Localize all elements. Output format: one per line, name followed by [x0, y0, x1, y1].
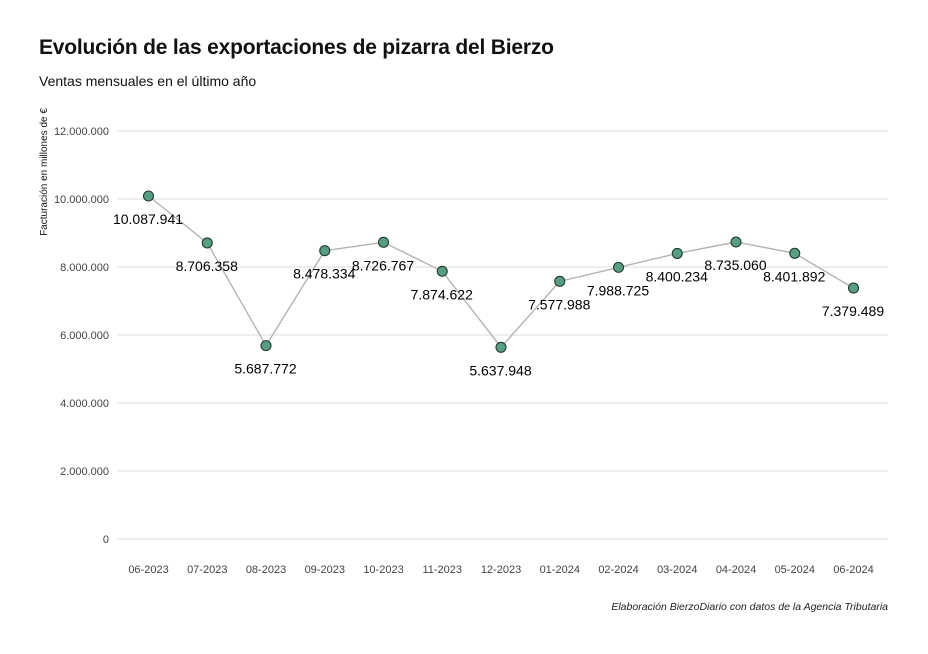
data-point	[260, 340, 272, 352]
data-point	[436, 265, 448, 277]
chart-subtitle: Ventas mensuales en el último año	[39, 73, 257, 89]
data-label: 8.706.358	[176, 258, 238, 274]
x-tick-label: 12-2023	[481, 564, 521, 576]
data-label: 5.687.772	[234, 361, 296, 377]
y-tick-label: 12.000.000	[54, 126, 109, 138]
data-point	[554, 275, 566, 287]
data-point	[319, 245, 331, 257]
data-point	[847, 282, 860, 294]
chart-title: Evolución de las exportaciones de pizarr…	[39, 36, 554, 59]
data-label: 5.637.948	[469, 362, 531, 378]
data-point	[671, 247, 683, 259]
data-label: 10.087.941	[113, 211, 183, 227]
y-axis-label: Facturación en millones de €	[39, 108, 50, 236]
x-tick-label: 09-2023	[305, 564, 345, 576]
data-point	[789, 247, 801, 259]
data-label: 8.401.892	[763, 268, 825, 284]
data-label: 7.577.988	[528, 296, 590, 312]
x-tick-label: 06-2023	[128, 564, 168, 576]
data-point	[201, 237, 213, 249]
x-tick-label: 06-2024	[833, 564, 873, 576]
x-tick-label: 11-2023	[422, 564, 462, 576]
data-label: 7.988.725	[587, 282, 649, 298]
y-tick-label: 10.000.000	[54, 194, 109, 206]
chart-caption: Elaboración BierzoDiario con datos de la…	[611, 601, 888, 613]
data-point	[377, 236, 390, 248]
data-label: 8.400.234	[646, 268, 708, 284]
y-tick-label: 2.000.000	[60, 466, 109, 478]
data-point	[730, 236, 742, 248]
y-tick-label: 8.000.000	[60, 262, 109, 274]
x-tick-label: 04-2024	[716, 564, 756, 576]
x-tick-label: 01-2024	[540, 564, 580, 576]
x-tick-label: 07-2023	[187, 564, 227, 576]
data-label: 7.379.489	[822, 303, 884, 319]
data-point	[495, 341, 507, 353]
y-tick-label: 0	[103, 534, 109, 546]
y-tick-label: 4.000.000	[60, 398, 109, 410]
data-label: 8.726.767	[352, 257, 414, 273]
data-point	[142, 190, 155, 202]
y-tick-label: 6.000.000	[60, 330, 109, 342]
data-label: 8.735.060	[704, 257, 766, 273]
x-tick-label: 03-2024	[657, 564, 697, 576]
x-tick-label: 05-2024	[775, 564, 815, 576]
data-label: 7.874.622	[411, 286, 473, 302]
x-tick-label: 10-2023	[363, 564, 403, 576]
x-tick-label: 02-2024	[598, 564, 638, 576]
data-point	[612, 261, 625, 273]
x-tick-label: 08-2023	[246, 564, 286, 576]
data-label: 8.478.334	[293, 266, 355, 282]
